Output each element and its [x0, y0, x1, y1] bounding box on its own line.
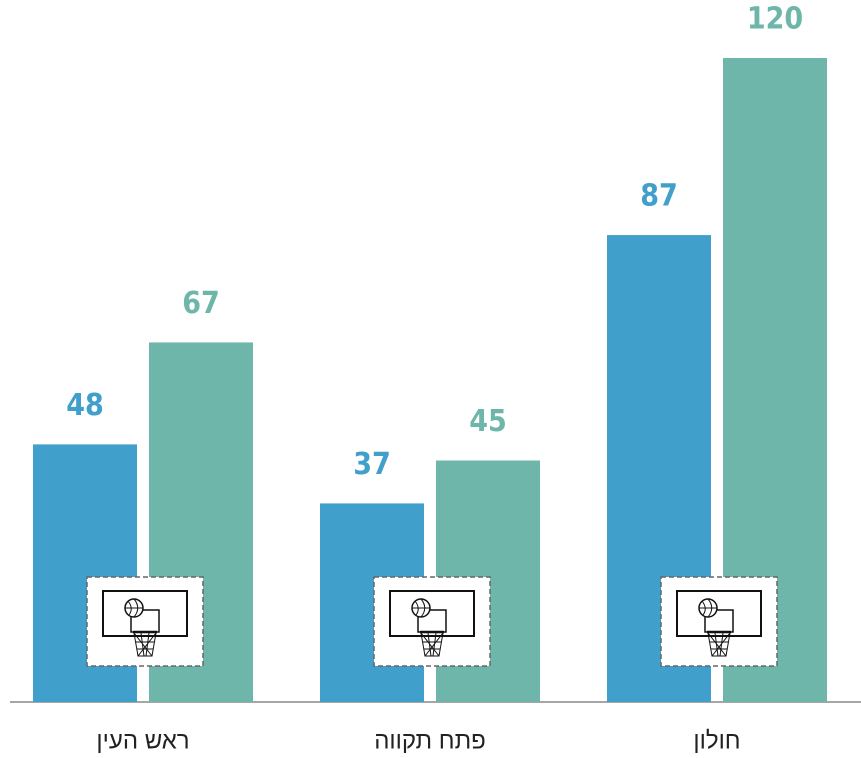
hoop-icon	[372, 575, 492, 668]
value-label: 120	[747, 2, 803, 37]
x-tick-label: פתח תקווה	[374, 727, 486, 754]
hoop-icon	[659, 575, 779, 668]
value-label: 87	[640, 179, 678, 214]
value-label: 45	[469, 404, 507, 439]
hoop-icon	[85, 575, 205, 668]
x-tick-label: ראש העין	[96, 727, 189, 754]
value-label: 67	[182, 286, 220, 321]
value-label: 48	[66, 388, 104, 423]
value-label: 37	[353, 447, 391, 482]
x-tick-label: חולון	[693, 727, 740, 754]
